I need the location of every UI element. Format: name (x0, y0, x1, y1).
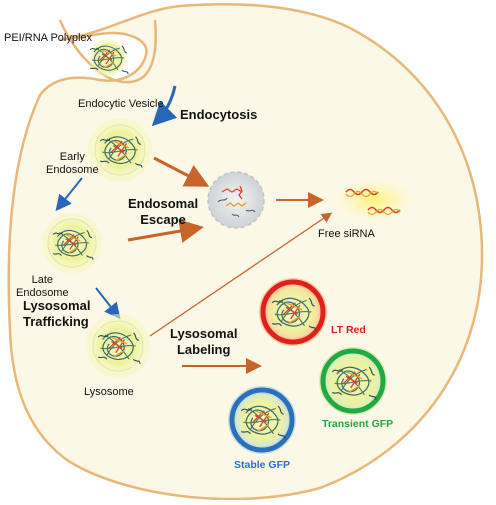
endosomal-escape-label: Endosomal Escape (128, 196, 199, 227)
free-sirna-label: Free siRNA (318, 228, 375, 240)
early-to-late-arrow (55, 177, 83, 212)
polyplex-particle (89, 39, 129, 77)
early-endosome-label: Early Endosome (46, 151, 99, 176)
transient-gfp-lysosome (319, 347, 387, 415)
lysosomal-labeling-label: Lysosomal Labeling (170, 326, 238, 357)
early-to-escape-arrow (153, 156, 210, 187)
late-to-escape-arrow (127, 219, 204, 243)
polyplex-label: PEI/RNA Polyplex (4, 32, 93, 44)
lysosome (86, 314, 150, 378)
endocytic-vesicle-label: Endocytic Vesicle (78, 98, 164, 110)
late-endosome-label: Late Endosome (16, 274, 69, 299)
transient-gfp-label: Transient GFP (322, 418, 394, 430)
early-endosome (88, 118, 152, 182)
escape-vesicle (207, 171, 265, 229)
lysosome-label: Lysosome (84, 386, 134, 398)
late-to-lysosome-arrow (95, 287, 121, 320)
lysosomal-trafficking-label: Lysosomal Trafficking (23, 298, 91, 329)
free-sirna-strands (332, 178, 416, 222)
late-endosome (42, 213, 102, 273)
endocytosis-label: Endocytosis (180, 107, 258, 122)
lt-red-label: LT Red (331, 324, 366, 336)
stable-gfp-lysosome (228, 386, 296, 454)
lysosome-to-sirna-arrow (149, 212, 333, 337)
endocytosis-arrow (151, 85, 178, 127)
stable-gfp-label: Stable GFP (234, 459, 291, 471)
lt-red-lysosome (259, 278, 327, 346)
